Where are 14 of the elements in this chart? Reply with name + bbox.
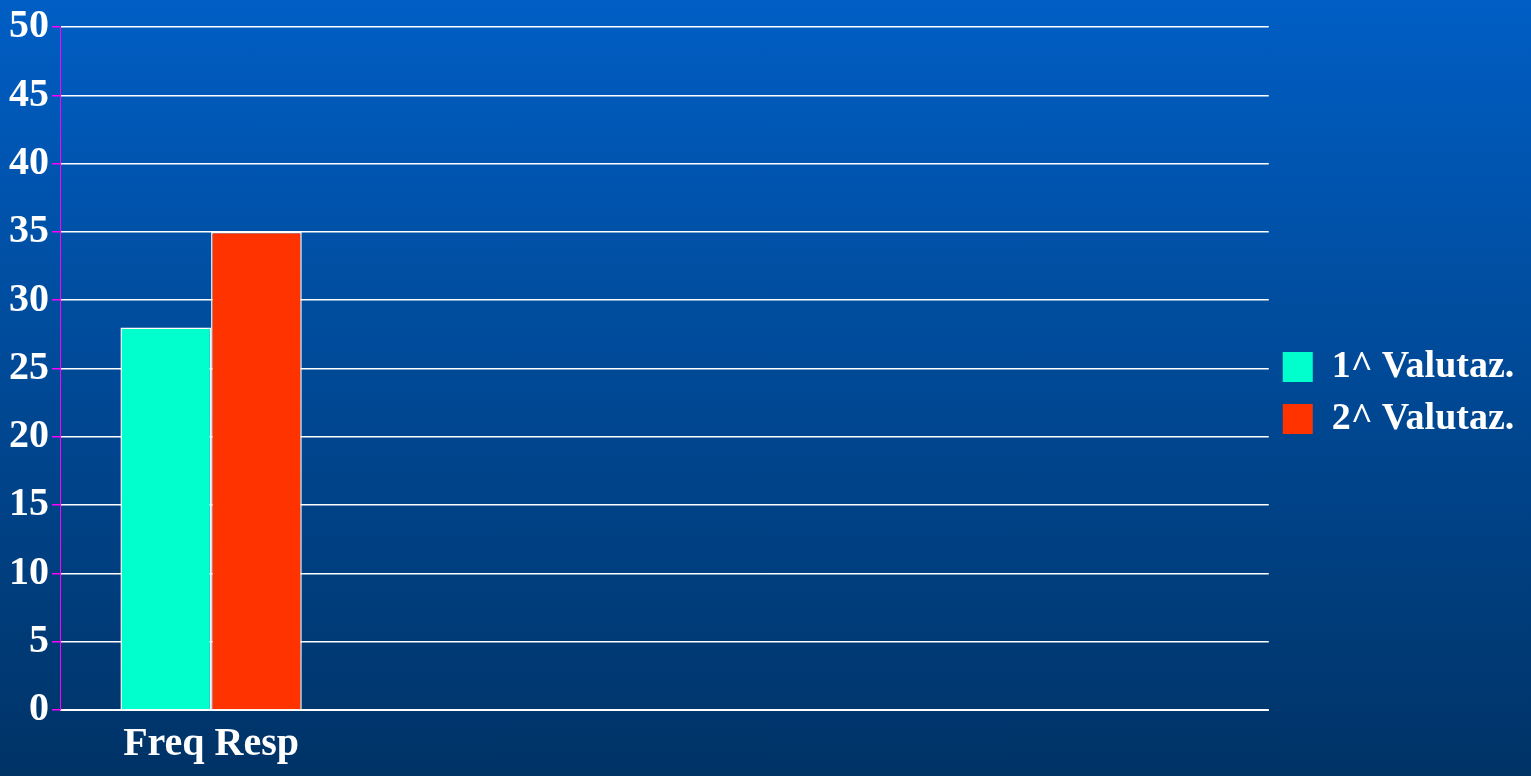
legend-label: 1^ Valutaz. xyxy=(1331,342,1515,385)
x-tick-label: Freq Resp xyxy=(123,719,300,765)
y-tick-label: 35 xyxy=(9,206,49,252)
y-tick-label: 0 xyxy=(29,684,49,730)
y-tick-label: 20 xyxy=(9,411,49,457)
y-tick-label: 10 xyxy=(9,547,49,593)
y-tick-label: 40 xyxy=(9,137,49,183)
y-tick-label: 15 xyxy=(9,479,49,525)
y-tick-label: 25 xyxy=(9,342,49,388)
y-tick-label: 5 xyxy=(29,616,49,662)
y-tick-label: 30 xyxy=(9,274,49,320)
y-tick-label: 45 xyxy=(9,69,49,115)
y-tick-label: 50 xyxy=(9,1,49,47)
legend-label: 2^ Valutaz. xyxy=(1331,394,1515,437)
